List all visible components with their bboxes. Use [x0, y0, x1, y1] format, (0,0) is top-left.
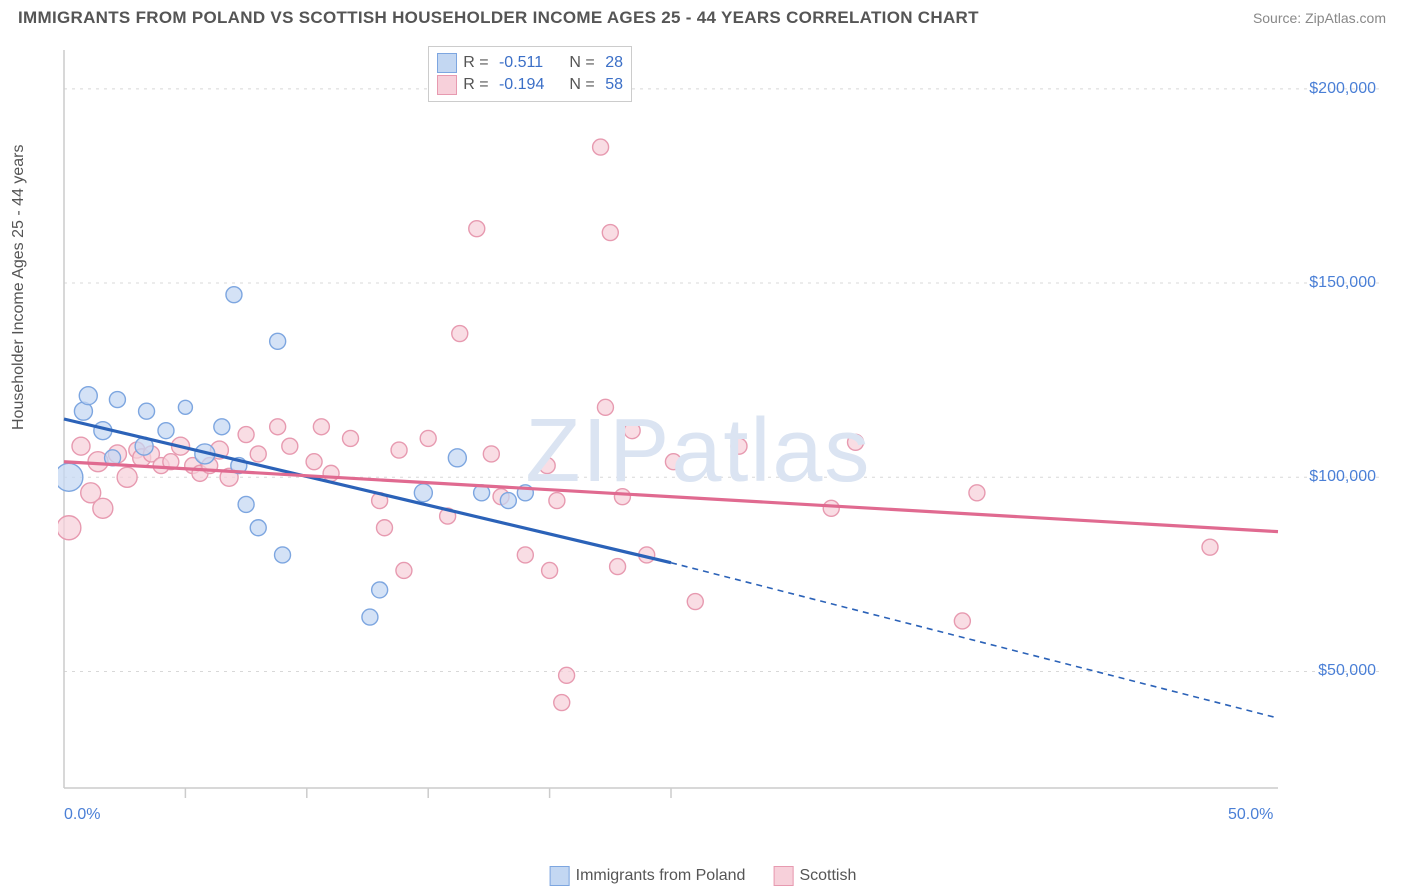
data-point: [554, 695, 570, 711]
data-point: [93, 498, 113, 518]
data-point: [372, 582, 388, 598]
data-point: [109, 392, 125, 408]
trend-line-extrapolated: [671, 563, 1278, 718]
n-value: 58: [601, 76, 623, 94]
data-point: [250, 446, 266, 462]
legend-swatch: [437, 53, 457, 73]
data-point: [270, 333, 286, 349]
legend-item: Scottish: [773, 866, 856, 886]
data-point: [343, 430, 359, 446]
data-point: [306, 454, 322, 470]
legend-label: Immigrants from Poland: [576, 867, 746, 885]
data-point: [731, 438, 747, 454]
data-point: [500, 493, 516, 509]
r-label: R =: [463, 76, 488, 94]
n-label: N =: [561, 54, 595, 72]
data-point: [665, 454, 681, 470]
data-point: [448, 449, 466, 467]
data-point: [823, 500, 839, 516]
data-point: [282, 438, 298, 454]
series-legend: Immigrants from Poland Scottish: [550, 866, 857, 886]
data-point: [396, 562, 412, 578]
data-point: [226, 287, 242, 303]
data-point: [542, 562, 558, 578]
plot-area: ZIPatlas R = -0.511 N = 28R = -0.194 N =…: [58, 38, 1388, 828]
r-value: -0.511: [495, 54, 555, 72]
data-point: [79, 387, 97, 405]
y-tick-label: $100,000: [1309, 468, 1376, 486]
data-point: [420, 430, 436, 446]
legend-stat-row: R = -0.511 N = 28: [437, 53, 623, 73]
correlation-legend: R = -0.511 N = 28R = -0.194 N = 58: [428, 46, 632, 102]
legend-swatch: [773, 866, 793, 886]
data-point: [362, 609, 378, 625]
data-point: [238, 427, 254, 443]
data-point: [469, 221, 485, 237]
data-point: [624, 423, 640, 439]
data-point: [549, 493, 565, 509]
data-point: [313, 419, 329, 435]
data-point: [214, 419, 230, 435]
r-value: -0.194: [495, 76, 555, 94]
y-tick-label: $150,000: [1309, 274, 1376, 292]
data-point: [250, 520, 266, 536]
data-point: [58, 516, 81, 540]
data-point: [275, 547, 291, 563]
legend-stat-row: R = -0.194 N = 58: [437, 75, 623, 95]
data-point: [517, 547, 533, 563]
data-point: [954, 613, 970, 629]
data-point: [559, 667, 575, 683]
data-point: [483, 446, 499, 462]
data-point: [178, 400, 192, 414]
legend-label: Scottish: [799, 867, 856, 885]
data-point: [969, 485, 985, 501]
chart-title: IMMIGRANTS FROM POLAND VS SCOTTISH HOUSE…: [18, 8, 979, 28]
data-point: [117, 467, 137, 487]
data-point: [414, 484, 432, 502]
y-tick-label: $50,000: [1318, 662, 1376, 680]
legend-swatch: [550, 866, 570, 886]
data-point: [614, 489, 630, 505]
source-label: Source:: [1253, 10, 1301, 26]
data-point: [391, 442, 407, 458]
scatter-chart-svg: [58, 38, 1388, 828]
y-tick-label: $200,000: [1309, 80, 1376, 98]
x-tick-label: 50.0%: [1228, 806, 1273, 824]
r-label: R =: [463, 54, 488, 72]
legend-item: Immigrants from Poland: [550, 866, 746, 886]
data-point: [139, 403, 155, 419]
data-point: [158, 423, 174, 439]
data-point: [610, 559, 626, 575]
data-point: [848, 434, 864, 450]
y-axis-label: Householder Income Ages 25 - 44 years: [10, 145, 28, 431]
data-point: [270, 419, 286, 435]
data-point: [238, 496, 254, 512]
data-point: [452, 326, 468, 342]
data-point: [58, 463, 83, 491]
data-point: [597, 399, 613, 415]
data-point: [72, 437, 90, 455]
data-point: [376, 520, 392, 536]
data-point: [539, 458, 555, 474]
x-tick-label: 0.0%: [64, 806, 100, 824]
data-point: [593, 139, 609, 155]
data-point: [1202, 539, 1218, 555]
n-value: 28: [601, 54, 623, 72]
legend-swatch: [437, 75, 457, 95]
source-attribution: Source: ZipAtlas.com: [1253, 10, 1386, 26]
n-label: N =: [561, 76, 595, 94]
data-point: [602, 225, 618, 241]
data-point: [687, 594, 703, 610]
source-value: ZipAtlas.com: [1305, 10, 1386, 26]
